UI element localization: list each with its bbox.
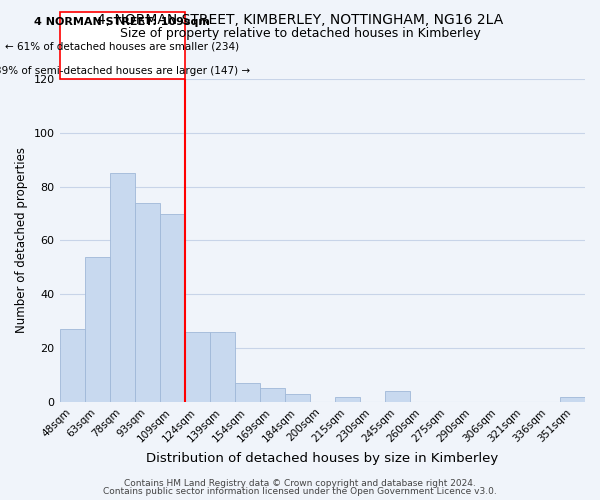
Y-axis label: Number of detached properties: Number of detached properties (15, 148, 28, 334)
X-axis label: Distribution of detached houses by size in Kimberley: Distribution of detached houses by size … (146, 452, 499, 465)
Bar (209, 332, 235, 402)
Bar (85, 256, 110, 402)
Bar (385, 391, 410, 402)
Bar (560, 396, 585, 402)
Text: 4, NORMAN STREET, KIMBERLEY, NOTTINGHAM, NG16 2LA: 4, NORMAN STREET, KIMBERLEY, NOTTINGHAM,… (97, 12, 503, 26)
Text: Contains public sector information licensed under the Open Government Licence v3: Contains public sector information licen… (103, 487, 497, 496)
Bar (260, 388, 285, 402)
Bar (110, 173, 134, 402)
Bar (160, 214, 185, 402)
Text: 39% of semi-detached houses are larger (147) →: 39% of semi-detached houses are larger (… (0, 66, 250, 76)
Bar (285, 394, 310, 402)
FancyBboxPatch shape (59, 12, 185, 79)
Bar (185, 332, 209, 402)
Bar (134, 203, 160, 402)
Bar (59, 330, 85, 402)
Text: Size of property relative to detached houses in Kimberley: Size of property relative to detached ho… (119, 28, 481, 40)
Bar (235, 383, 260, 402)
Text: Contains HM Land Registry data © Crown copyright and database right 2024.: Contains HM Land Registry data © Crown c… (124, 478, 476, 488)
Text: 4 NORMAN STREET: 109sqm: 4 NORMAN STREET: 109sqm (34, 17, 210, 27)
Text: ← 61% of detached houses are smaller (234): ← 61% of detached houses are smaller (23… (5, 42, 239, 51)
Bar (335, 396, 360, 402)
